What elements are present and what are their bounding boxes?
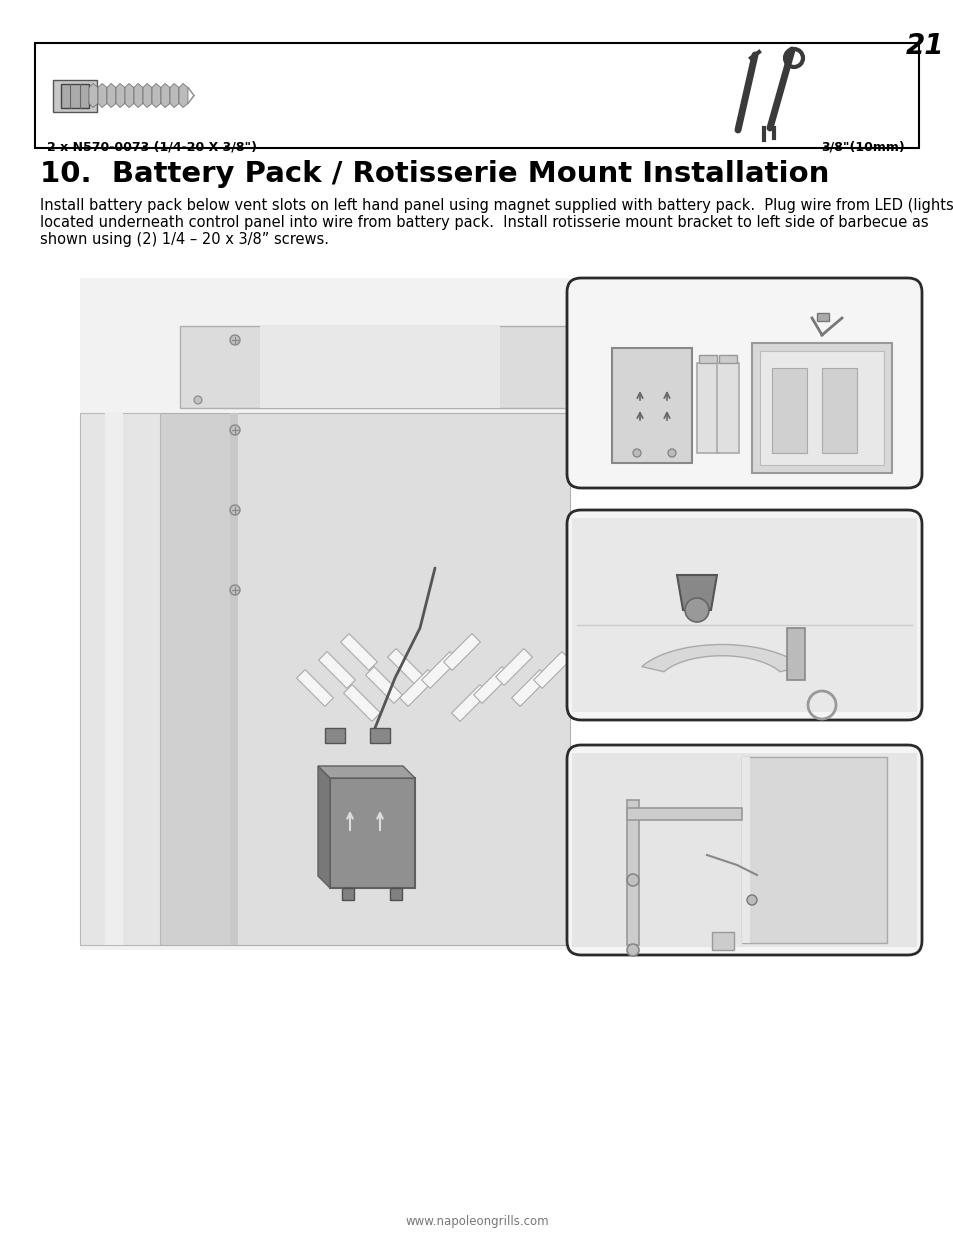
Polygon shape	[170, 84, 179, 107]
Bar	[760, 351, 883, 466]
Polygon shape	[365, 667, 402, 704]
Bar	[325, 727, 345, 743]
Bar	[741, 757, 886, 944]
Text: 3/8"(10mm): 3/8"(10mm)	[821, 140, 904, 153]
Bar	[816, 312, 828, 321]
Polygon shape	[387, 648, 424, 685]
Bar	[230, 412, 237, 945]
Polygon shape	[152, 84, 161, 107]
Bar	[572, 517, 916, 713]
Polygon shape	[318, 652, 355, 688]
Circle shape	[633, 450, 640, 457]
Bar	[626, 800, 639, 945]
FancyBboxPatch shape	[566, 278, 921, 488]
Circle shape	[746, 895, 757, 905]
Polygon shape	[125, 84, 133, 107]
Bar	[717, 363, 739, 453]
Bar	[80, 412, 160, 945]
Bar	[572, 753, 916, 947]
Polygon shape	[133, 84, 143, 107]
Polygon shape	[317, 766, 330, 888]
Polygon shape	[399, 669, 436, 706]
Polygon shape	[317, 766, 415, 778]
Bar	[80, 278, 569, 950]
Circle shape	[230, 505, 240, 515]
Bar	[786, 629, 804, 680]
Polygon shape	[143, 84, 152, 107]
Polygon shape	[107, 84, 116, 107]
Text: www.napoleongrills.com: www.napoleongrills.com	[405, 1215, 548, 1228]
Bar	[61, 84, 89, 107]
Bar	[53, 79, 97, 111]
Polygon shape	[496, 648, 532, 685]
Bar	[697, 363, 719, 453]
Circle shape	[230, 585, 240, 595]
Circle shape	[230, 335, 240, 345]
Bar	[341, 888, 354, 900]
Bar	[390, 888, 401, 900]
Polygon shape	[179, 84, 188, 107]
FancyBboxPatch shape	[566, 745, 921, 955]
FancyBboxPatch shape	[566, 510, 921, 720]
Polygon shape	[443, 634, 480, 671]
Polygon shape	[296, 669, 333, 706]
Bar	[105, 412, 123, 945]
Polygon shape	[116, 84, 125, 107]
Polygon shape	[343, 684, 380, 721]
Bar	[751, 343, 891, 473]
Text: Install battery pack below vent slots on left hand panel using magnet supplied w: Install battery pack below vent slots on…	[40, 198, 953, 212]
Bar	[330, 778, 415, 888]
Bar	[711, 932, 733, 950]
Bar	[626, 808, 741, 820]
Bar	[180, 326, 569, 408]
Bar	[719, 354, 737, 363]
Bar	[234, 412, 569, 945]
Polygon shape	[533, 652, 570, 688]
Circle shape	[626, 944, 639, 956]
Bar	[741, 757, 749, 944]
Polygon shape	[89, 84, 98, 107]
Polygon shape	[511, 669, 548, 706]
Polygon shape	[451, 684, 488, 721]
Text: 2 x N570-0073 (1/4-20 X 3/8"): 2 x N570-0073 (1/4-20 X 3/8")	[47, 140, 256, 153]
Circle shape	[193, 396, 202, 404]
Bar	[699, 354, 717, 363]
Bar	[821, 368, 856, 453]
Bar	[771, 368, 806, 453]
Bar	[160, 412, 234, 945]
Polygon shape	[161, 84, 170, 107]
Circle shape	[626, 874, 639, 885]
Circle shape	[667, 450, 676, 457]
Polygon shape	[473, 667, 510, 704]
Polygon shape	[421, 652, 457, 688]
Text: 21: 21	[904, 32, 943, 61]
Polygon shape	[677, 576, 717, 610]
Circle shape	[230, 425, 240, 435]
Bar	[370, 727, 390, 743]
Polygon shape	[98, 84, 107, 107]
Bar	[612, 348, 691, 463]
Circle shape	[684, 598, 708, 622]
Bar	[35, 43, 918, 148]
Bar	[260, 326, 499, 408]
Text: shown using (2) 1/4 – 20 x 3/8” screws.: shown using (2) 1/4 – 20 x 3/8” screws.	[40, 232, 329, 247]
Polygon shape	[340, 634, 377, 671]
Text: 10.  Battery Pack / Rotisserie Mount Installation: 10. Battery Pack / Rotisserie Mount Inst…	[40, 161, 828, 188]
Polygon shape	[641, 645, 801, 672]
Text: located underneath control panel into wire from battery pack.  Install rotisseri: located underneath control panel into wi…	[40, 215, 927, 230]
